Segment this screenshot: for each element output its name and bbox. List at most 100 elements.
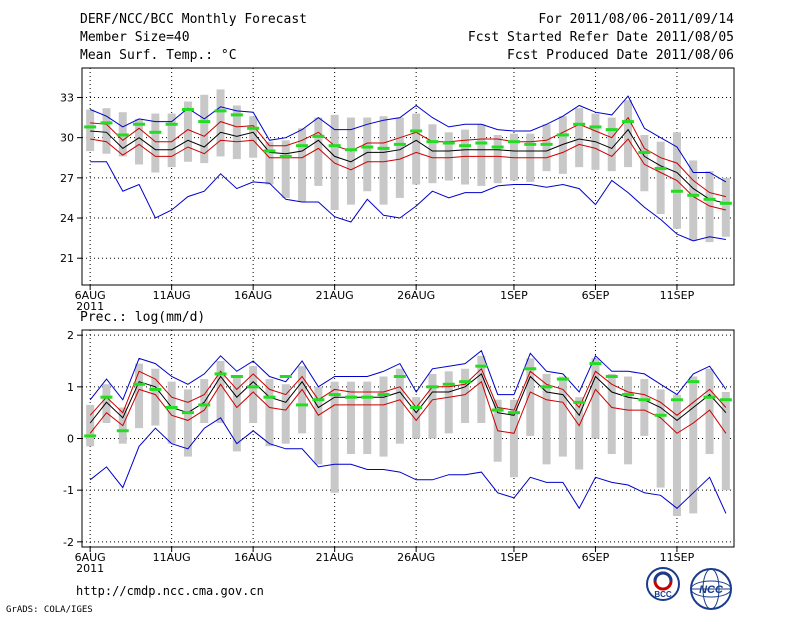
temp-marker — [344, 148, 357, 152]
prec-marker — [491, 408, 504, 412]
temp-marker — [410, 129, 423, 133]
prec-box — [346, 381, 355, 454]
prec-marker — [247, 385, 260, 389]
prec-marker — [133, 382, 146, 386]
prec-xtick-label: 11AUG — [153, 551, 191, 564]
prec-marker — [426, 385, 439, 389]
temp-box — [298, 128, 307, 202]
prec-max-line — [89, 349, 727, 401]
prec-marker — [556, 377, 569, 381]
bcc-logo-text: BCC — [654, 590, 672, 599]
member-size: Member Size=40 — [80, 30, 190, 45]
prec-box — [265, 379, 274, 447]
prec-box — [640, 379, 649, 436]
temp-box — [232, 105, 241, 160]
temp-marker — [573, 122, 586, 126]
ncc-logo-icon: NCC — [690, 568, 732, 610]
prec-ytick-label: 1 — [67, 381, 74, 394]
prec-marker — [181, 411, 194, 415]
prec-year-label: 2011 — [76, 562, 104, 575]
prec-xtick-label: 16AUG — [234, 551, 272, 564]
source-url[interactable]: http://cmdp.ncc.cma.gov.cn — [76, 584, 264, 598]
variable-label: Mean Surf. Temp.: °C — [80, 48, 237, 63]
temp-marker — [181, 108, 194, 112]
prec-marker — [296, 403, 309, 407]
temp-box — [346, 117, 355, 205]
temp-mean-line — [90, 128, 727, 204]
temp-box — [281, 140, 290, 198]
temp-marker — [605, 128, 618, 132]
temp-box — [461, 129, 470, 185]
prec-marker — [605, 375, 618, 378]
prec-marker — [377, 393, 390, 397]
temp-marker — [638, 150, 651, 154]
prec-marker — [84, 434, 97, 438]
temp-xtick-label: 16AUG — [234, 289, 272, 302]
prec-marker — [328, 393, 341, 397]
prec-box — [689, 376, 698, 514]
prec-marker — [100, 395, 113, 399]
prec-box — [575, 397, 584, 470]
prec-box — [428, 373, 437, 439]
temp-marker — [524, 142, 537, 146]
temp-marker — [361, 145, 374, 149]
temp-frame — [81, 67, 735, 286]
prec-marker — [393, 375, 406, 378]
prec-box — [314, 386, 323, 465]
temp-xtick-label: 26AUG — [397, 289, 435, 302]
temp-marker — [263, 149, 276, 153]
temp-max-line — [90, 95, 727, 183]
temp-marker — [622, 120, 635, 124]
prec-marker — [279, 375, 292, 378]
precip-label: Prec.: log(mm/d) — [80, 310, 206, 325]
grads-credit: GrADS: COLA/IGES — [6, 605, 93, 615]
temp-marker — [670, 189, 683, 193]
prec-marker — [459, 380, 472, 384]
prec-box — [249, 366, 258, 423]
prec-ytick-label: 0 — [67, 433, 74, 446]
temp-marker — [198, 120, 211, 124]
prec-marker — [442, 382, 455, 386]
prec-marker — [654, 413, 667, 417]
temp-marker — [296, 144, 309, 148]
prec-box — [216, 361, 225, 423]
temp-marker — [589, 125, 602, 129]
temp-xtick-label: 6SEP — [582, 289, 610, 302]
temp-marker — [687, 193, 700, 197]
temp-marker — [230, 113, 243, 117]
prec-marker — [361, 395, 374, 399]
prec-box — [624, 376, 633, 465]
prec-box — [395, 368, 404, 444]
prec-box — [298, 366, 307, 434]
temp-box — [689, 160, 698, 241]
temp-xtick-label: 1SEP — [500, 289, 528, 302]
prec-marker — [719, 398, 732, 402]
temp-box — [314, 117, 323, 186]
prec-box — [444, 371, 453, 434]
temp-xtick-label: 11AUG — [153, 289, 191, 302]
prec-box — [135, 363, 144, 429]
temp-box — [151, 113, 160, 173]
prec-xtick-label: 26AUG — [397, 551, 435, 564]
prec-box — [607, 373, 616, 454]
temp-lower-line — [90, 138, 727, 211]
prec-box — [705, 368, 714, 454]
prec-marker — [703, 395, 716, 399]
prec-marker — [214, 372, 227, 376]
temp-marker — [719, 201, 732, 205]
prec-lower-line — [89, 380, 727, 434]
ncc-logo-text: NCC — [699, 584, 724, 596]
prec-box — [558, 376, 567, 457]
temp-ytick-label: 21 — [60, 252, 74, 265]
prec-marker — [475, 364, 488, 368]
prec-marker — [263, 395, 276, 399]
temp-box — [216, 89, 225, 157]
temp-box — [607, 117, 616, 172]
temp-box — [428, 124, 437, 184]
temp-box — [721, 177, 730, 237]
prec-box — [542, 373, 551, 465]
temp-min-line — [90, 161, 726, 242]
prec-box — [330, 381, 339, 493]
prec-box — [672, 394, 681, 516]
